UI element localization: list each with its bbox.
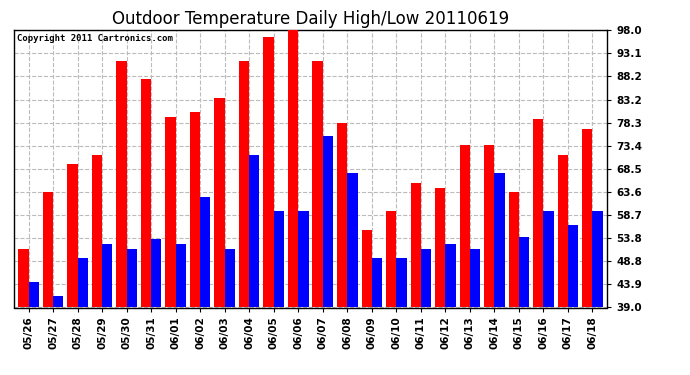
Bar [126,249,137,308]
Bar [362,230,372,308]
Bar [117,61,126,308]
Bar [53,296,63,307]
Bar [582,129,593,308]
Bar [225,249,235,308]
Text: Copyright 2011 Cartronics.com: Copyright 2011 Cartronics.com [17,34,172,43]
Bar [67,164,77,308]
Bar [151,239,161,308]
Bar [495,174,504,308]
Bar [484,145,495,308]
Bar [43,192,53,308]
Bar [77,258,88,308]
Bar [28,282,39,308]
Bar [239,61,249,308]
Bar [166,117,176,308]
Bar [470,249,480,308]
Bar [445,244,455,308]
Bar [519,237,529,308]
Bar [92,154,102,308]
Bar [176,244,186,308]
Bar [249,154,259,308]
Bar [313,61,323,308]
Title: Outdoor Temperature Daily High/Low 20110619: Outdoor Temperature Daily High/Low 20110… [112,10,509,28]
Bar [200,197,210,308]
Bar [264,37,274,308]
Bar [544,211,554,308]
Bar [421,249,431,308]
Bar [215,98,225,308]
Bar [18,249,28,308]
Bar [396,258,406,308]
Bar [568,225,578,308]
Bar [386,211,396,308]
Bar [337,123,347,308]
Bar [411,183,421,308]
Bar [533,119,544,308]
Bar [347,174,357,308]
Bar [102,244,112,308]
Bar [509,192,519,308]
Bar [298,211,308,308]
Bar [141,80,151,308]
Bar [288,30,298,308]
Bar [435,188,445,308]
Bar [190,112,200,308]
Bar [274,211,284,308]
Bar [558,154,568,308]
Bar [460,145,470,308]
Bar [593,211,603,308]
Bar [372,258,382,308]
Bar [323,136,333,308]
